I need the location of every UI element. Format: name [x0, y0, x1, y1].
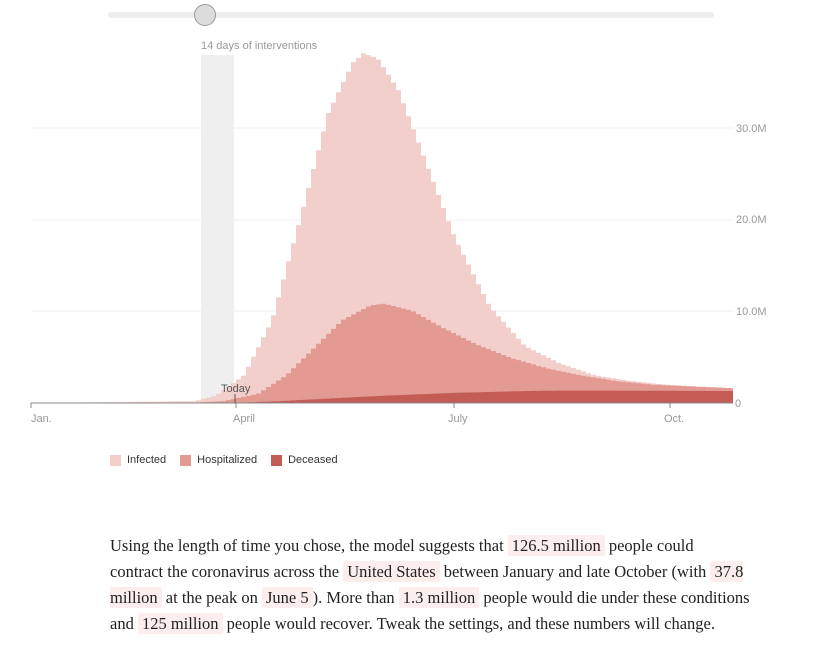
deaths-value: 1.3 million [398, 586, 480, 608]
today-label: Today [221, 383, 251, 395]
legend-item-hospitalized: Hospitalized [180, 454, 257, 466]
summary-text: ). More than [312, 587, 399, 607]
summary-text: between January and late October (with [439, 561, 711, 581]
summary-text: Using the length of time you chose, the … [110, 535, 508, 555]
recovered-value: 125 million [137, 612, 223, 634]
x-tick-label: Oct. [664, 413, 684, 425]
y-tick-label: 10.0M [736, 306, 767, 318]
legend-item-deceased: Deceased [271, 454, 338, 466]
x-tick-label: April [233, 413, 255, 425]
legend-swatch [180, 454, 192, 466]
legend-label: Deceased [288, 454, 338, 466]
legend-item-infected: Infected [110, 454, 166, 466]
summary-text: at the peak on [161, 587, 263, 607]
total-infected-value: 126.5 million [507, 534, 605, 556]
series-area-hospitalized [31, 303, 733, 403]
slider-handle[interactable] [194, 4, 216, 26]
series-area-infected [31, 53, 733, 404]
legend-label: Infected [127, 454, 167, 466]
x-tick-label: Jan. [31, 413, 52, 425]
slider-label: 14 days of interventions [201, 40, 318, 52]
y-tick-label: 0 [735, 398, 741, 410]
summary-text: people would recover. Tweak the settings… [222, 613, 715, 633]
y-tick-label: 20.0M [736, 214, 767, 226]
summary-paragraph: Using the length of time you chose, the … [110, 533, 750, 637]
location-value: United States [343, 560, 440, 582]
legend-swatch [110, 454, 121, 466]
intervention-band [201, 55, 234, 403]
y-tick-label: 30.0M [736, 123, 767, 135]
series-area-deceased [31, 390, 733, 403]
legend: Infected Hospitalized Deceased [110, 454, 338, 466]
x-tick-label: July [448, 413, 468, 425]
summary-text: people would die under these conditions … [110, 587, 750, 633]
legend-swatch [271, 454, 283, 466]
peak-date-value: June 5 [262, 586, 313, 608]
chart: 14 days of interventions 30.0M 20.0M 10.… [30, 4, 767, 425]
legend-label: Hospitalized [197, 454, 258, 466]
summary-text: people could contract the coronavirus ac… [110, 535, 694, 581]
